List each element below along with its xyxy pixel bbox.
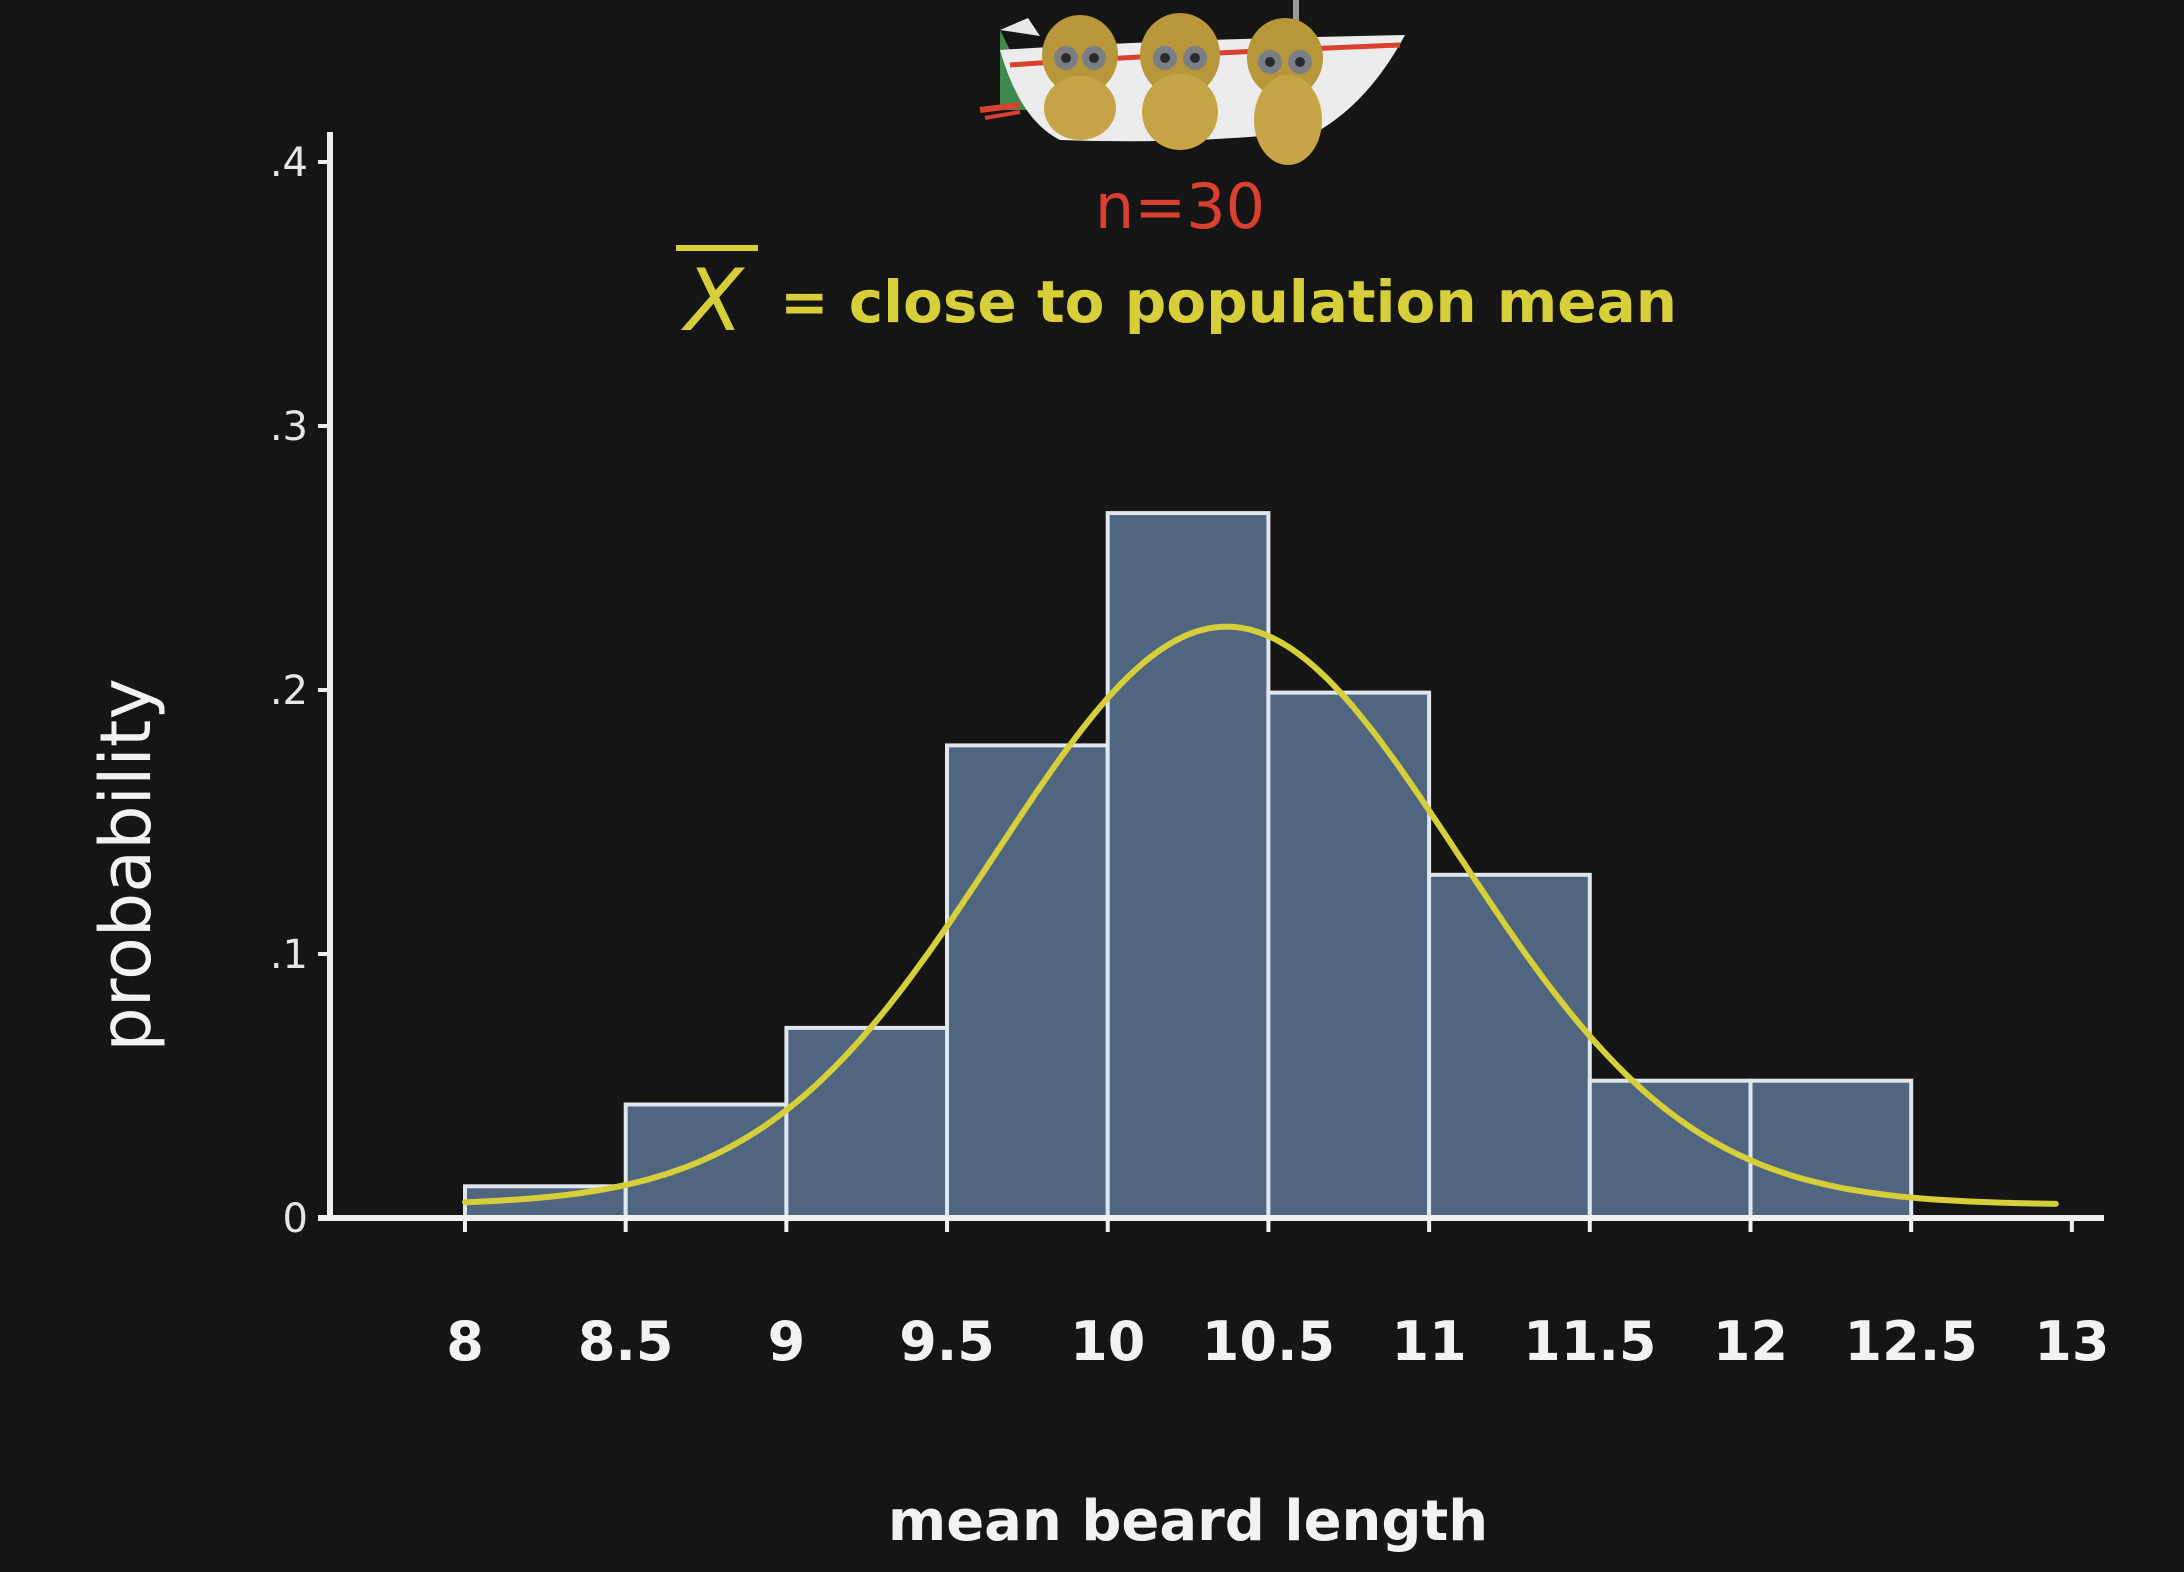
histogram-bar-6 [1266, 690, 1432, 1220]
y-tick-label: .2 [270, 668, 308, 714]
y-axis-title: probability [85, 678, 167, 1051]
normal-curve [462, 623, 2059, 1207]
histogram-bars [463, 511, 1914, 1221]
histogram-bar-5 [1105, 511, 1271, 1220]
x-tick-label: 12 [1713, 1310, 1788, 1373]
x-tick-labels: 8 8.5 9 9.5 10 10.5 11 11.5 12 12.5 13 [446, 1218, 2109, 1373]
y-tick-labels: 0 .1 .2 .3 .4 [270, 140, 330, 1242]
boat-with-three-bearded-people-icon [979, 0, 1405, 165]
x-tick-label: 12.5 [1845, 1310, 1978, 1373]
sample-mean-statement: X = close to population mean [676, 245, 1677, 351]
x-tick-label: 9.5 [899, 1310, 995, 1373]
y-tick-label: .4 [270, 140, 308, 186]
x-tick-label: 13 [2034, 1310, 2109, 1373]
x-bar-symbol: X [681, 251, 746, 351]
sample-size-label: n=30 [1095, 170, 1265, 243]
mean-statement-text: = close to population mean [780, 268, 1677, 336]
y-tick-label: .3 [270, 404, 308, 450]
x-tick-label: 10 [1070, 1310, 1145, 1373]
y-tick-label: .1 [270, 932, 308, 978]
x-tick-label: 8.5 [578, 1310, 674, 1373]
x-tick-label: 11 [1392, 1310, 1467, 1373]
x-tick-label: 10.5 [1202, 1310, 1335, 1373]
x-tick-label: 9 [768, 1310, 806, 1373]
histogram-bar-4 [945, 743, 1110, 1221]
x-tick-label: 8 [446, 1310, 484, 1373]
histogram-bar-3 [784, 1025, 950, 1221]
x-axis-title: mean beard length [888, 1489, 1488, 1554]
y-tick-label: 0 [283, 1196, 308, 1242]
x-tick-label: 11.5 [1523, 1310, 1656, 1373]
